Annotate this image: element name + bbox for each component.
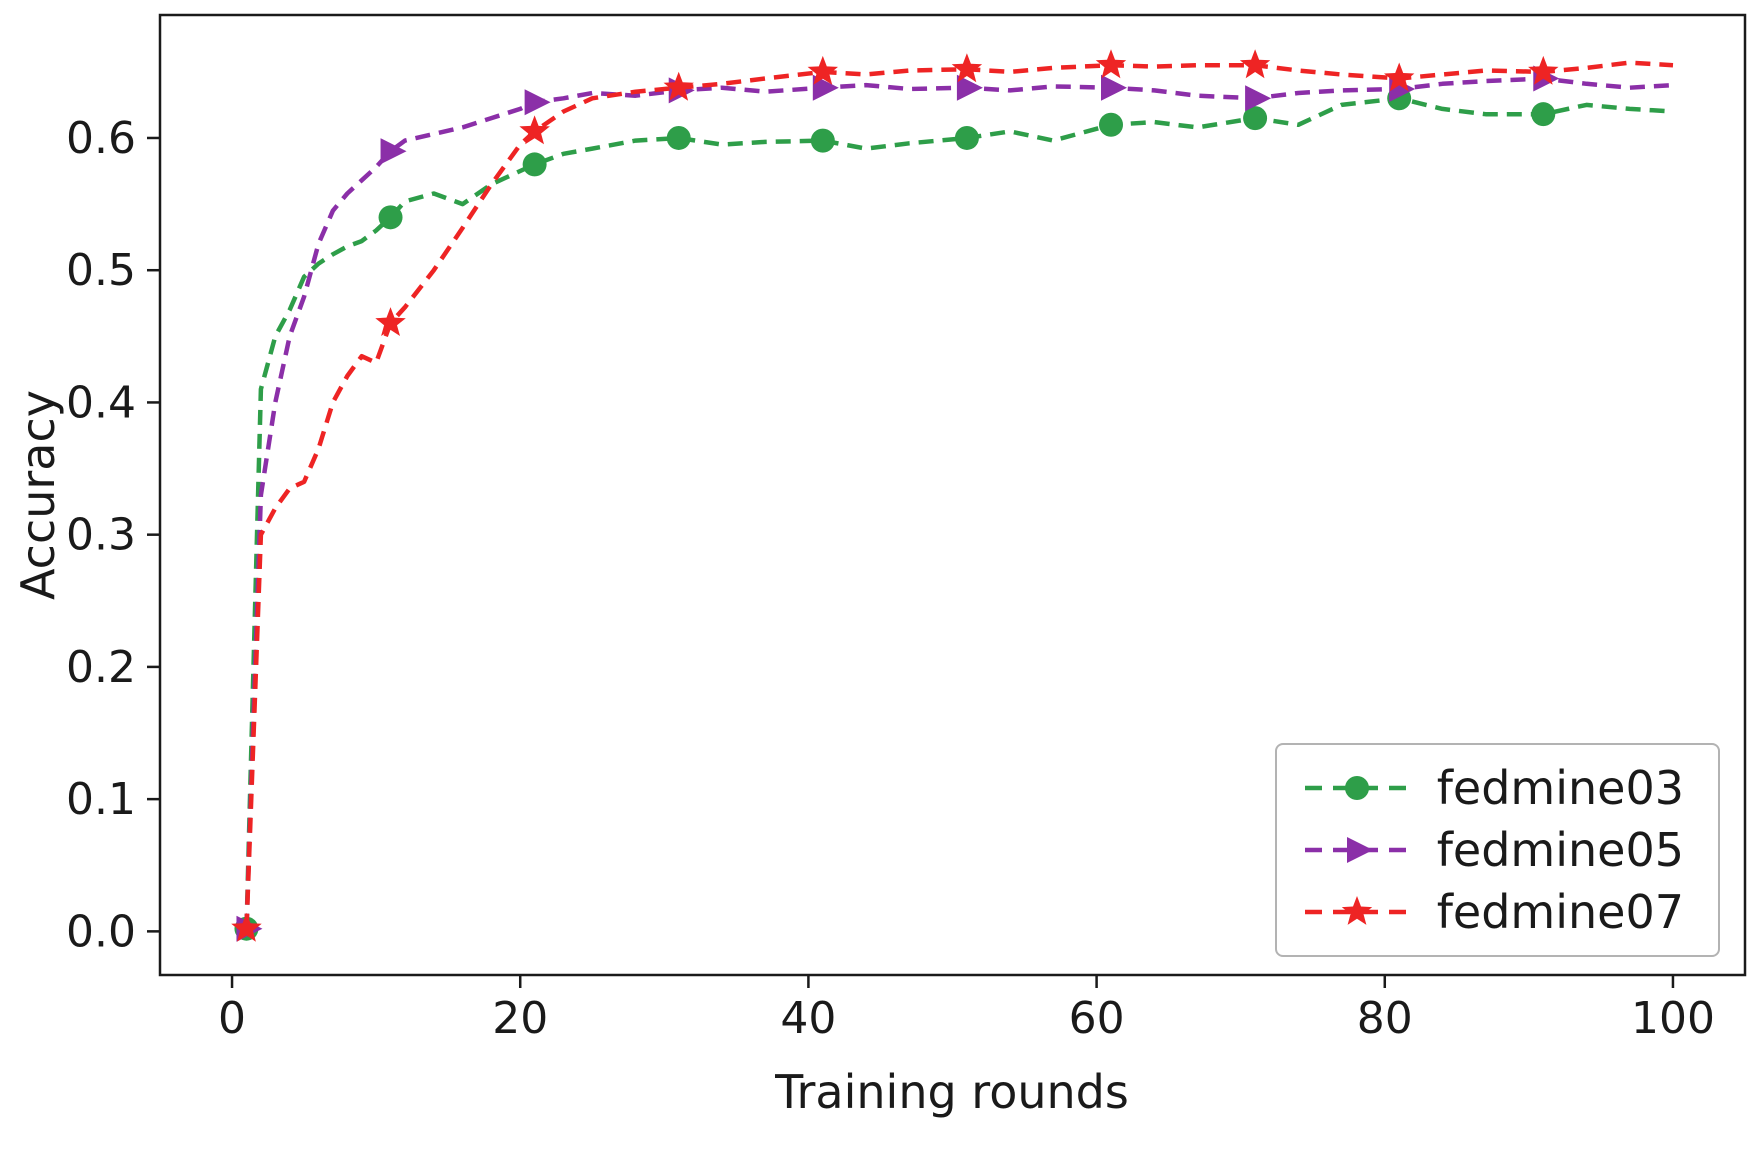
y-tick-label: 0.3 xyxy=(66,510,136,561)
y-tick-label: 0.6 xyxy=(66,113,136,164)
series-fedmine07 xyxy=(231,49,1674,942)
legend-line-sample-triangle-icon xyxy=(1304,837,1409,863)
plot-frame xyxy=(158,13,1747,977)
triangle-right-marker-icon xyxy=(1101,74,1127,101)
triangle-right-marker-icon xyxy=(380,138,407,165)
star-marker-icon xyxy=(951,53,983,83)
legend-label: fedmine03 xyxy=(1436,761,1684,815)
x-axis-label: Training rounds xyxy=(775,1065,1129,1119)
star-marker-icon xyxy=(663,71,694,101)
triangle-right-marker-icon xyxy=(956,74,983,101)
legend-item-fedmine05: fedmine05 xyxy=(1301,823,1684,877)
triangle-right-marker-icon xyxy=(524,89,551,116)
series-line-fedmine07 xyxy=(244,60,1674,929)
legend-label: fedmine07 xyxy=(1436,885,1684,939)
circle-marker-icon xyxy=(666,125,691,150)
circle-marker-icon xyxy=(1099,112,1123,137)
legend-label: fedmine05 xyxy=(1436,823,1684,877)
circle-marker-icon xyxy=(954,125,979,150)
y-axis-label: Accuracy xyxy=(11,389,65,601)
circle-marker-icon xyxy=(378,205,403,230)
y-tick-label: 0.5 xyxy=(66,245,136,296)
legend-item-fedmine07: fedmine07 xyxy=(1301,885,1684,939)
star-marker-icon xyxy=(1239,49,1271,79)
x-tick-label: 40 xyxy=(780,993,836,1044)
x-tick-label: 80 xyxy=(1357,993,1413,1044)
legend-item-fedmine03: fedmine03 xyxy=(1301,761,1684,815)
triangle-right-marker-icon xyxy=(1245,85,1272,112)
star-marker-icon xyxy=(1341,896,1372,925)
y-tick-label: 0.1 xyxy=(66,774,136,825)
circle-marker-icon xyxy=(1531,102,1556,127)
circle-marker-icon xyxy=(1243,106,1268,131)
star-marker-icon xyxy=(1384,62,1415,92)
y-tick-label: 0.2 xyxy=(66,642,136,693)
star-marker-icon xyxy=(375,307,406,336)
legend-line-sample-star-icon xyxy=(1304,896,1409,925)
triangle-right-marker-icon xyxy=(1346,837,1373,863)
series-line-fedmine03 xyxy=(244,96,1674,929)
legend: fedmine03 fedmine05 fedmine07 xyxy=(1274,743,1720,957)
star-marker-icon xyxy=(519,115,550,145)
star-marker-icon xyxy=(231,912,262,942)
circle-marker-icon xyxy=(522,152,547,177)
x-tick-label: 20 xyxy=(492,993,548,1044)
x-tick-label: 60 xyxy=(1069,993,1125,1044)
legend-line-sample-circle-icon xyxy=(1304,776,1409,800)
x-tick-label: 100 xyxy=(1631,993,1715,1044)
star-marker-icon xyxy=(1095,49,1127,79)
y-tick-label: 0.0 xyxy=(66,906,136,957)
circle-marker-icon xyxy=(1344,776,1369,800)
star-marker-icon xyxy=(807,55,838,85)
triangle-right-marker-icon xyxy=(812,74,839,101)
y-tick-label: 0.4 xyxy=(66,377,136,428)
star-marker-icon xyxy=(1528,55,1559,85)
x-tick-label: 0 xyxy=(218,993,246,1044)
series-line-fedmine05 xyxy=(244,76,1674,929)
circle-marker-icon xyxy=(810,128,835,153)
